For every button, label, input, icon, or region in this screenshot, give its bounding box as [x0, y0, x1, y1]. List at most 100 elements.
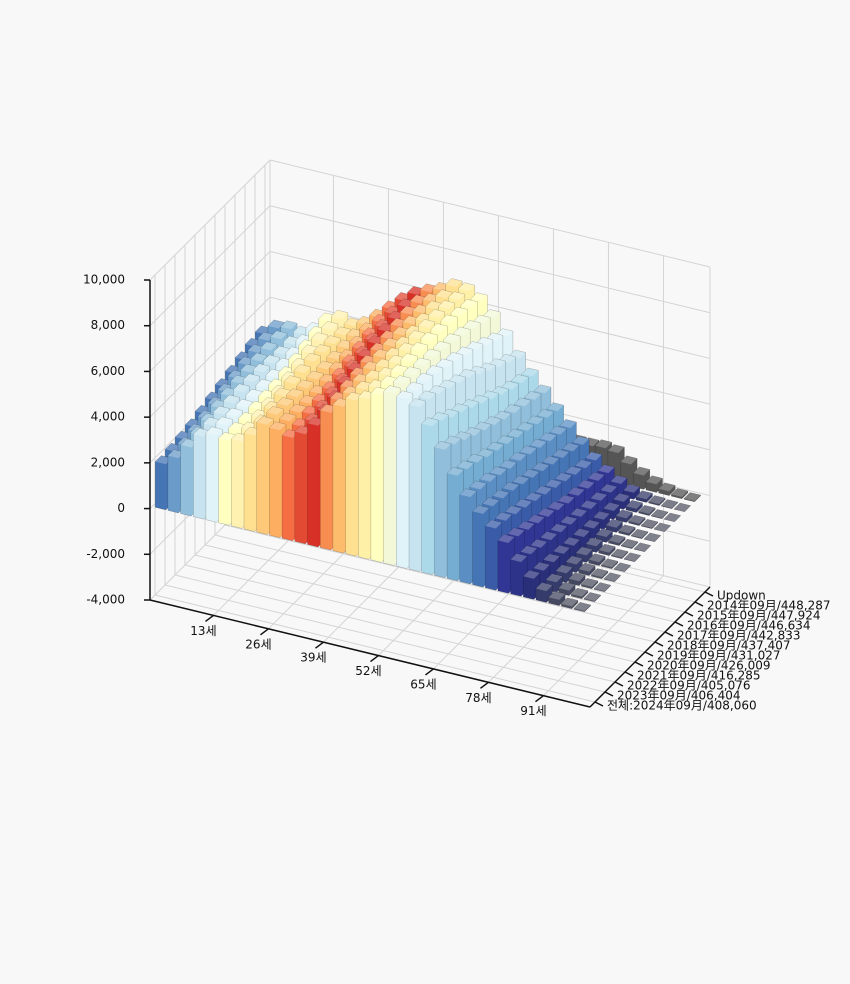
bar: [633, 542, 651, 553]
bar-top: [527, 415, 544, 425]
bar-top: [233, 383, 250, 393]
bar-top: [419, 390, 436, 400]
bar-top: [422, 293, 440, 302]
bar-top: [336, 339, 354, 349]
bar-top: [334, 326, 351, 336]
bar-top: [635, 490, 653, 500]
grid-line: [269, 205, 711, 314]
tick-mark: [614, 681, 624, 687]
legend-label: 2022年09月/405,076: [627, 679, 750, 693]
bar-top: [457, 460, 474, 470]
bar-top: [432, 282, 450, 291]
bar-top: [213, 406, 230, 415]
bar-top: [575, 459, 592, 469]
bar-top: [532, 462, 550, 472]
bar-top: [645, 475, 663, 485]
bar-top: [595, 528, 613, 537]
bar-top: [346, 328, 364, 338]
bar-top: [563, 537, 580, 546]
bar-top: [507, 428, 524, 438]
bar-top: [477, 448, 494, 458]
bar-top: [547, 402, 564, 412]
bar-top: [547, 501, 565, 511]
legend-label: Updown: [717, 589, 766, 603]
bar-top: [367, 335, 385, 345]
bar: [618, 524, 636, 536]
bar: [598, 543, 616, 556]
bar-top: [291, 358, 308, 367]
bar-top: [562, 442, 580, 452]
bar-top: [620, 455, 638, 465]
bar-top: [400, 306, 417, 315]
bar: [638, 505, 656, 516]
bar-top: [460, 299, 478, 308]
bar-top: [321, 321, 338, 330]
bar-top: [306, 370, 324, 380]
bar-top: [248, 401, 266, 410]
bar-top: [450, 307, 468, 316]
bar-top: [522, 469, 540, 478]
bar-top: [523, 570, 540, 579]
bar-top: [275, 358, 293, 367]
bar-top: [316, 360, 334, 370]
bar-top: [512, 475, 530, 485]
bar: [581, 578, 599, 589]
bar-top: [292, 418, 309, 427]
bar-top: [421, 417, 439, 427]
bar-top: [517, 422, 534, 431]
bar-top: [253, 363, 270, 373]
bar-top: [590, 492, 608, 501]
bar: [588, 553, 606, 566]
bar-top: [302, 405, 319, 415]
grid-line: [149, 205, 271, 327]
bar: [571, 587, 589, 599]
bar-top: [570, 508, 588, 517]
bar-top: [398, 342, 415, 352]
bar-top: [482, 497, 500, 507]
tick-mark: [694, 601, 704, 607]
z-tick-label: 10,000: [83, 273, 125, 287]
bar-top: [514, 397, 531, 407]
bar-top: [263, 354, 280, 364]
tick-mark: [594, 701, 604, 707]
bar-top: [440, 314, 458, 324]
bar-top: [445, 278, 463, 288]
bar-top: [578, 563, 596, 572]
bar-top: [425, 300, 443, 310]
legend-label: 2020年09月/426,009: [647, 659, 770, 673]
bar-top: [175, 431, 192, 440]
bar-top: [365, 369, 383, 379]
bar-top: [410, 342, 428, 351]
bar-top: [403, 366, 421, 376]
bar-top: [466, 341, 483, 350]
bar-top: [504, 404, 521, 413]
bar-top: [600, 484, 618, 493]
bar-top: [443, 333, 461, 342]
bar-top: [260, 341, 278, 351]
bar-top: [345, 392, 363, 401]
tick-mark: [634, 661, 644, 667]
bar-top: [540, 531, 558, 541]
bar-top: [573, 528, 590, 538]
bar-top: [370, 342, 387, 352]
z-tick-label: 2,000: [91, 455, 125, 469]
bar: [625, 500, 643, 513]
bar: [635, 490, 653, 503]
y-axis: [589, 586, 711, 708]
bar-top: [519, 445, 537, 455]
bar-top: [571, 588, 588, 597]
bar-top: [449, 374, 466, 384]
bar-top: [548, 591, 566, 600]
bar: [623, 552, 641, 563]
bar-top: [614, 562, 631, 572]
bar-top: [237, 356, 255, 366]
bar: [615, 509, 633, 523]
grid-line: [154, 594, 596, 703]
bar-top: [247, 344, 265, 353]
bar-top: [418, 319, 435, 328]
bar-top: [474, 421, 491, 431]
z-tick-label: 6,000: [91, 364, 125, 378]
bar: [671, 488, 689, 499]
bar-top: [447, 467, 464, 476]
bar-top: [588, 553, 606, 563]
